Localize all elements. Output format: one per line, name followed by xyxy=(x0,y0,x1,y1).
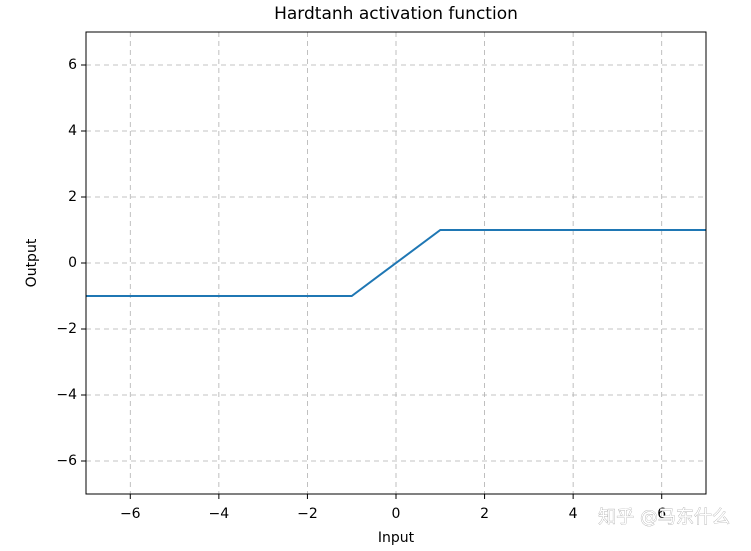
line-series xyxy=(86,229,706,297)
x-tick-label: −2 xyxy=(297,506,318,522)
watermark: 知乎 @马东什么 xyxy=(598,507,730,528)
y-tick-label: −6 xyxy=(56,453,77,469)
chart-title: Hardtanh activation function xyxy=(274,4,518,24)
y-tick-label: 0 xyxy=(68,255,77,271)
x-tick-label: 2 xyxy=(480,506,489,522)
y-tick-label: −2 xyxy=(56,321,77,337)
x-tick-label: 0 xyxy=(392,506,401,522)
x-tick-label: 6 xyxy=(657,506,666,522)
x-tick-label: −4 xyxy=(209,506,230,522)
x-axis-label: Input xyxy=(378,530,415,546)
y-tick-label: −4 xyxy=(56,387,77,403)
y-axis-label: Output xyxy=(24,238,40,287)
x-tick-label: −6 xyxy=(120,506,141,522)
x-tick-label: 4 xyxy=(569,506,578,522)
plot-frame xyxy=(85,31,707,495)
y-tick-label: 6 xyxy=(68,57,77,73)
y-tick-label: 2 xyxy=(68,189,77,205)
y-tick-label: 4 xyxy=(68,123,77,139)
